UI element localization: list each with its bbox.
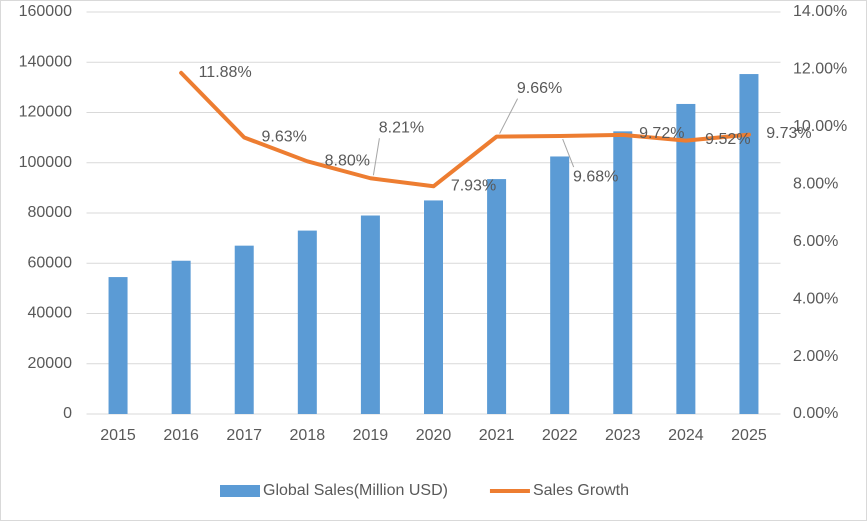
y-tick-label: 60000 bbox=[28, 254, 73, 271]
bar bbox=[360, 215, 380, 414]
bar bbox=[550, 156, 570, 414]
y2-tick-label: 8.00% bbox=[793, 176, 838, 193]
data-label: 9.63% bbox=[262, 129, 307, 146]
x-tick-label: 2019 bbox=[353, 427, 389, 444]
data-label: 11.88% bbox=[199, 64, 252, 81]
y-tick-label: 80000 bbox=[28, 204, 73, 221]
x-tick-label: 2023 bbox=[605, 427, 641, 444]
x-tick-label: 2025 bbox=[731, 427, 767, 444]
y-tick-label: 20000 bbox=[28, 355, 73, 372]
x-tick-label: 2017 bbox=[226, 427, 262, 444]
leader-line bbox=[562, 138, 575, 168]
leader-line bbox=[372, 138, 380, 176]
bar bbox=[424, 200, 443, 414]
y2-tick-label: 4.00% bbox=[793, 290, 838, 307]
y-tick-label: 100000 bbox=[19, 154, 72, 171]
x-tick-label: 2021 bbox=[479, 427, 515, 444]
x-tick-label: 2016 bbox=[163, 427, 199, 444]
y-tick-label: 120000 bbox=[19, 104, 72, 121]
x-tick-label: 2020 bbox=[416, 427, 452, 444]
x-tick-label: 2022 bbox=[542, 427, 578, 444]
data-label: 9.72% bbox=[639, 125, 684, 142]
data-label: 9.68% bbox=[573, 168, 618, 185]
data-label: 9.66% bbox=[517, 80, 562, 97]
bar bbox=[613, 131, 633, 414]
y2-tick-label: 6.00% bbox=[793, 233, 838, 250]
bar bbox=[739, 74, 759, 414]
y2-tick-label: 0.00% bbox=[793, 405, 838, 422]
data-label: 8.80% bbox=[325, 153, 370, 170]
x-tick-label: 2024 bbox=[668, 427, 704, 444]
line bbox=[179, 70, 751, 189]
y-tick-label: 40000 bbox=[28, 305, 73, 322]
legend-label: Sales Growth bbox=[533, 482, 629, 499]
bar bbox=[297, 230, 317, 414]
x-tick-label: 2015 bbox=[100, 427, 136, 444]
legend-label: Global Sales(Million USD) bbox=[263, 482, 448, 499]
legend-swatch bbox=[220, 485, 260, 497]
data-label: 9.73% bbox=[766, 125, 811, 142]
y2-tick-label: 10.00% bbox=[793, 118, 847, 135]
bar bbox=[234, 245, 254, 414]
bar bbox=[487, 179, 507, 414]
bar bbox=[108, 277, 128, 414]
y-tick-label: 0 bbox=[63, 405, 72, 422]
y2-tick-label: 12.00% bbox=[793, 61, 847, 78]
y-tick-label: 140000 bbox=[19, 53, 72, 70]
data-label: 9.52% bbox=[705, 131, 750, 148]
data-label: 7.93% bbox=[451, 178, 496, 195]
x-tick-label: 2018 bbox=[290, 427, 326, 444]
data-label: 8.21% bbox=[379, 119, 424, 136]
leader-line bbox=[499, 98, 519, 134]
y-tick-label: 160000 bbox=[19, 3, 72, 20]
y2-tick-label: 14.00% bbox=[793, 3, 847, 20]
bar bbox=[171, 260, 191, 414]
bar bbox=[676, 103, 696, 415]
y2-tick-label: 2.00% bbox=[793, 348, 838, 365]
